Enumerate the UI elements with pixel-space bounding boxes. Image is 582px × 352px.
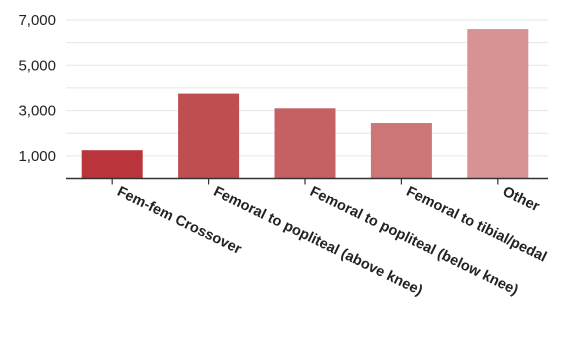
- bars: [81, 29, 529, 179]
- bar: [274, 108, 336, 179]
- bar: [81, 150, 143, 179]
- y-tick-label: 5,000: [18, 57, 56, 74]
- bar: [467, 29, 529, 179]
- y-tick-label: 1,000: [18, 148, 56, 165]
- y-tick-label: 7,000: [18, 12, 56, 29]
- bar: [370, 123, 432, 179]
- y-axis: 1,000 3,000 5,000 7,000: [18, 12, 56, 165]
- x-tick-label: Other: [500, 184, 542, 215]
- y-tick-label: 3,000: [18, 103, 56, 120]
- bar: [178, 93, 240, 179]
